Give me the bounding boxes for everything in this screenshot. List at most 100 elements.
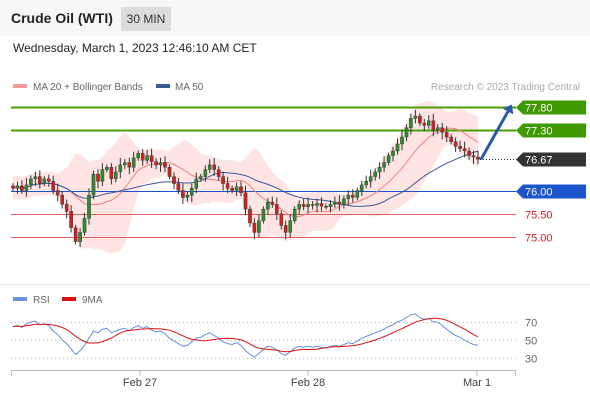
candle-down xyxy=(163,162,167,168)
candle-up xyxy=(373,171,378,177)
candle-down xyxy=(55,190,60,196)
candle-down xyxy=(239,186,243,194)
candle-down xyxy=(279,213,284,226)
ma9-line xyxy=(12,317,479,353)
candle-up xyxy=(78,232,82,242)
candle-up xyxy=(203,169,208,177)
candle-down xyxy=(440,127,445,133)
level-tag-76-00 xyxy=(516,184,586,199)
candle-up xyxy=(194,178,199,189)
instrument-title: Crude Oil (WTI) xyxy=(11,10,113,26)
candle-up xyxy=(377,167,382,173)
candle-up xyxy=(315,203,319,206)
candle-down xyxy=(453,141,458,147)
candle-down xyxy=(458,146,462,149)
forecast-arrow-head xyxy=(502,104,514,115)
candle-down xyxy=(467,150,471,156)
rsi-axis-label-30: 30 xyxy=(525,354,537,366)
candle-up xyxy=(158,162,163,166)
candle-up xyxy=(427,120,431,126)
candle-down xyxy=(230,187,234,191)
candle-down xyxy=(301,204,306,207)
candle-up xyxy=(368,176,373,182)
candle-up xyxy=(400,136,404,145)
candle-down xyxy=(38,176,42,184)
candle-down xyxy=(252,222,257,233)
candle-down xyxy=(47,178,51,182)
candle-down xyxy=(212,164,217,170)
candle-up xyxy=(436,127,440,131)
candle-down xyxy=(243,192,248,210)
candle-up xyxy=(261,208,266,221)
level-label-77-80: 77.80 xyxy=(525,103,553,115)
candle-up xyxy=(15,185,20,189)
candle-down xyxy=(127,162,132,168)
candle-down xyxy=(319,203,324,207)
timeframe-badge[interactable]: 30 MIN xyxy=(121,7,171,31)
candle-up xyxy=(122,162,127,166)
level-tag-77-80 xyxy=(516,100,586,115)
candle-up xyxy=(234,186,239,191)
candle-up xyxy=(288,220,293,233)
candle-up xyxy=(355,190,360,198)
candle-down xyxy=(60,194,64,205)
candle-down xyxy=(176,183,181,191)
candle-down xyxy=(431,120,436,131)
candle-up xyxy=(136,153,141,159)
candle-up xyxy=(118,164,123,173)
candle-up xyxy=(82,218,87,233)
candle-down xyxy=(172,176,176,184)
candle-up xyxy=(413,115,418,119)
candlesticks xyxy=(11,109,480,248)
candle-down xyxy=(310,204,315,206)
candle-down xyxy=(444,132,449,138)
candle-down xyxy=(167,167,172,177)
candle-up xyxy=(266,201,270,210)
rsi-legend-swatch xyxy=(13,297,27,301)
rsi-axis-label-70: 70 xyxy=(525,318,537,330)
forecast-arrow xyxy=(479,104,514,161)
candle-up xyxy=(33,176,38,180)
candle-up xyxy=(185,194,190,198)
candle-up xyxy=(113,171,118,180)
candle-up xyxy=(24,184,29,191)
candle-up xyxy=(333,201,337,205)
level-tag-76-67 xyxy=(516,152,586,167)
candle-up xyxy=(297,204,302,210)
ma50-legend-swatch xyxy=(156,84,170,88)
rsi-line xyxy=(12,313,479,358)
candle-up xyxy=(145,155,149,161)
candle-down xyxy=(51,180,55,191)
candle-down xyxy=(20,185,24,191)
chart-datetime: Wednesday, March 1, 2023 12:46:10 AM CET xyxy=(13,41,257,55)
ma50-legend-label: MA 50 xyxy=(175,82,204,93)
x-axis-ticks: Feb 27 Feb 28 Mar 1 xyxy=(11,370,516,389)
rsi-panel: 30 50 70 xyxy=(11,313,537,366)
x-tick-label: Feb 27 xyxy=(123,377,157,389)
candle-up xyxy=(189,187,194,196)
candle-up xyxy=(391,150,395,156)
candle-up xyxy=(131,157,136,168)
candle-up xyxy=(29,178,33,186)
candle-up xyxy=(328,204,333,207)
credit-text: Research © 2023 Trading Central xyxy=(431,82,580,93)
candle-down xyxy=(351,194,355,198)
candle-down xyxy=(109,167,114,180)
candle-up xyxy=(382,162,386,168)
level-label-75-50: 75.50 xyxy=(525,210,553,222)
candle-up xyxy=(42,178,47,184)
candle-up xyxy=(395,143,400,152)
candle-down xyxy=(476,156,480,160)
candle-up xyxy=(386,155,391,163)
candle-up xyxy=(346,194,351,200)
candle-down xyxy=(73,227,78,242)
candle-up xyxy=(87,194,91,219)
candle-down xyxy=(418,115,422,124)
rsi-legend-label: RSI xyxy=(33,295,50,306)
candle-up xyxy=(292,208,297,221)
rsi-axis-label-50: 50 xyxy=(525,336,537,348)
candle-up xyxy=(359,184,364,191)
candle-up xyxy=(342,198,346,205)
candle-up xyxy=(364,180,369,186)
candle-down xyxy=(337,201,342,205)
